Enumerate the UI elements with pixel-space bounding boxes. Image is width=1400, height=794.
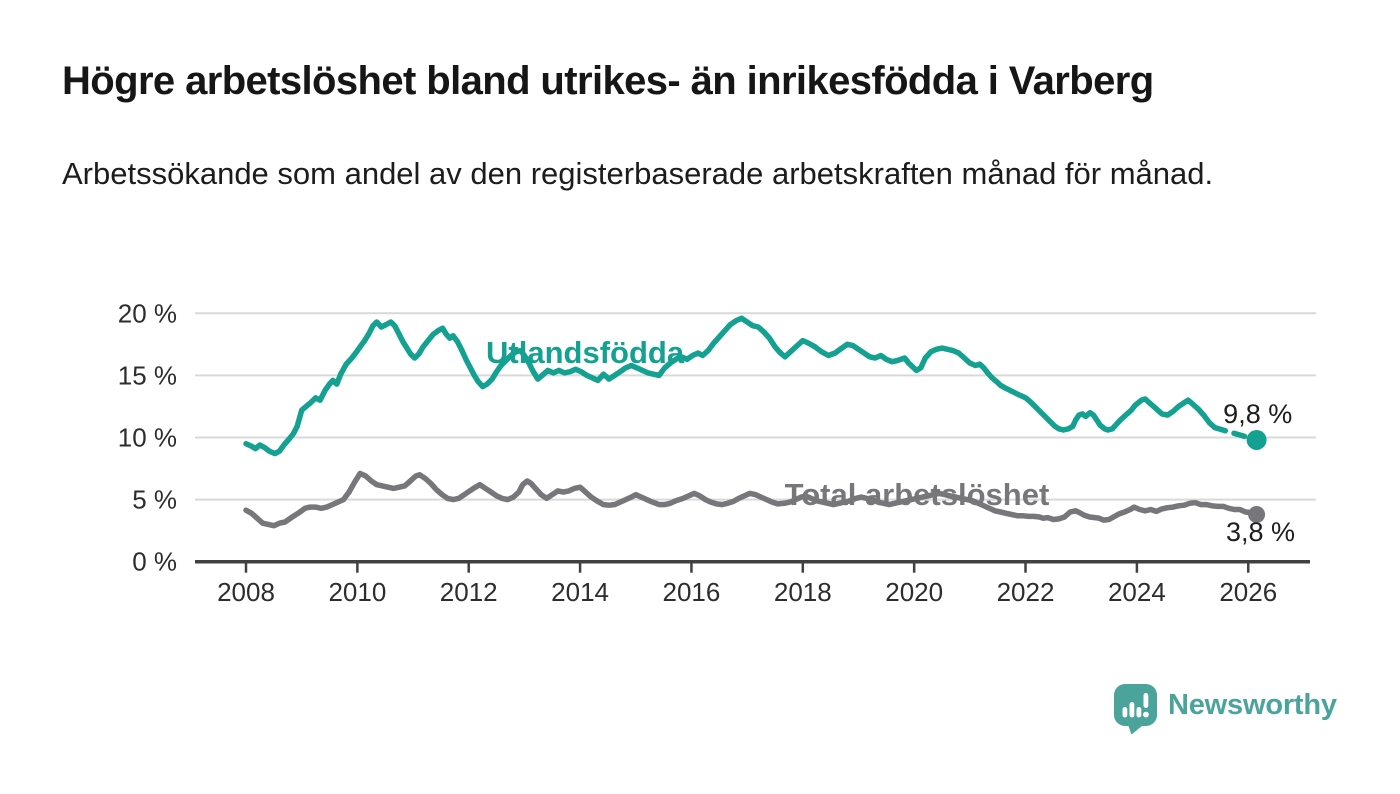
- y-tick-label: 0 %: [132, 547, 177, 577]
- series-end-dot-total: [1248, 506, 1266, 524]
- latest-value-label-utlandsfodda: 9,8 %: [1223, 399, 1292, 429]
- series-total: Total arbetslöshet 3,8 %: [243, 470, 1295, 547]
- y-tick-label: 20 %: [118, 298, 177, 328]
- x-tick-label: 2014: [551, 577, 609, 607]
- chart-subtitle: Arbetssökande som andel av den registerb…: [62, 156, 1214, 191]
- newsworthy-logo: Newsworthy: [1114, 684, 1337, 735]
- x-tick-label: 2016: [663, 577, 721, 607]
- y-axis-labels: 0 % 5 % 10 % 15 % 20 %: [118, 298, 177, 576]
- line-chart: 0 %5 %10 %15 %20 %2008 2010 2012 2014 2016 20…: [118, 298, 1316, 607]
- x-tick-label: 2008: [217, 577, 275, 607]
- y-tick-label: 15 %: [118, 360, 177, 390]
- series-line-total: [243, 470, 1260, 529]
- series-end-dot-utlandsfodda: [1246, 429, 1267, 450]
- gridlines: [195, 312, 1316, 501]
- y-tick-label: 10 %: [118, 423, 177, 453]
- x-tick-label: 2020: [885, 577, 943, 607]
- series-dashed-tail-utlandsfodda: [1212, 424, 1260, 443]
- newsworthy-icon: [1114, 684, 1157, 735]
- x-tick-label: 2022: [997, 577, 1055, 607]
- page-title: Högre arbetslöshet bland utrikes- än inr…: [62, 59, 1154, 103]
- series-label-total: Total arbetslöshet: [785, 477, 1050, 512]
- series-utlandsfodda: Utlandsfödda 9,8 %: [243, 315, 1292, 457]
- x-tick-label: 2010: [328, 577, 386, 607]
- x-axis: 2008 2010 2012 2014 2016 2018 2020 2022 2024 2026: [195, 559, 1310, 607]
- x-tick-label: 2018: [774, 577, 832, 607]
- newsworthy-wordmark: Newsworthy: [1168, 689, 1337, 721]
- series-label-utlandsfodda: Utlandsfödda: [486, 335, 685, 370]
- x-tick-label: 2012: [440, 577, 498, 607]
- y-tick-label: 5 %: [132, 485, 177, 515]
- series-line-utlandsfodda: [243, 315, 1218, 457]
- x-tick-label: 2026: [1219, 577, 1277, 607]
- x-tick-label: 2024: [1108, 577, 1166, 607]
- latest-value-label-total: 3,8 %: [1226, 517, 1295, 547]
